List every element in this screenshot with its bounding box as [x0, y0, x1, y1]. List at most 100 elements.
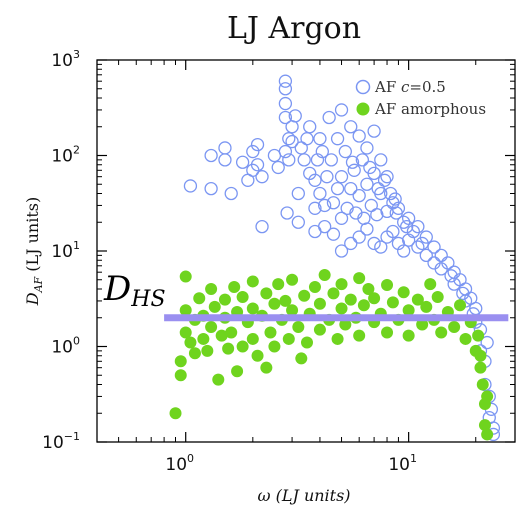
point-af-c05 — [278, 110, 293, 125]
point-af-c05 — [278, 144, 293, 159]
point-af-c05 — [317, 219, 332, 234]
y-tick-base: 10 — [51, 338, 73, 358]
point-af-c05 — [338, 144, 352, 159]
point-af-c05 — [282, 153, 296, 167]
legend-marker-af-amorphous — [356, 102, 370, 116]
point-af-c05 — [441, 256, 455, 270]
point-af-amorphous — [454, 299, 467, 312]
point-af-amorphous — [424, 278, 437, 291]
point-af-c05 — [447, 265, 461, 279]
y-axis-label: DAF (LJ units) — [23, 197, 45, 306]
minor-ticks — [97, 60, 515, 442]
x-tick-exp: 1 — [410, 452, 417, 465]
point-af-c05 — [427, 240, 441, 254]
point-af-c05 — [218, 153, 232, 167]
point-af-c05 — [397, 244, 411, 258]
point-af-c05 — [334, 244, 349, 258]
point-af-c05 — [374, 153, 388, 167]
y-tick-exp: 2 — [73, 144, 80, 157]
point-af-amorphous — [362, 283, 375, 296]
point-af-amorphous — [481, 428, 494, 441]
x-axis-label: ω (LJ units) — [257, 486, 350, 505]
point-af-amorphous — [292, 321, 305, 334]
point-af-amorphous — [313, 297, 326, 310]
point-af-amorphous — [481, 390, 494, 403]
point-af-c05 — [278, 96, 293, 111]
point-af-amorphous — [215, 329, 228, 342]
point-af-amorphous — [431, 290, 444, 303]
point-af-c05 — [334, 170, 349, 184]
point-af-c05 — [282, 132, 296, 146]
point-af-c05 — [250, 158, 265, 172]
y-axis-label-main: D — [23, 292, 42, 306]
point-af-c05 — [204, 148, 218, 163]
point-af-amorphous — [260, 287, 273, 300]
point-af-c05 — [352, 188, 366, 203]
point-af-amorphous — [169, 407, 182, 420]
point-af-c05 — [344, 181, 358, 196]
point-af-amorphous — [174, 369, 187, 382]
point-af-amorphous — [339, 318, 352, 331]
point-af-amorphous — [295, 352, 308, 365]
point-af-amorphous — [476, 378, 489, 391]
point-af-amorphous — [228, 280, 241, 293]
point-af-amorphous — [236, 340, 249, 353]
point-af-amorphous — [205, 321, 218, 334]
point-af-amorphous — [420, 300, 433, 313]
point-af-amorphous — [397, 286, 410, 299]
point-af-c05 — [278, 74, 293, 88]
point-af-c05 — [297, 153, 311, 167]
point-af-c05 — [347, 163, 361, 177]
x-tick-base: 10 — [165, 455, 187, 475]
point-af-amorphous — [402, 329, 415, 342]
y-tick-base: 10 — [42, 433, 64, 453]
point-af-c05 — [388, 192, 402, 206]
point-af-c05 — [334, 103, 349, 117]
point-af-amorphous — [246, 275, 259, 288]
legend-label-af-c05-var: c — [401, 78, 410, 96]
point-af-c05 — [419, 230, 433, 244]
chart-title: LJ Argon — [227, 11, 361, 46]
point-af-amorphous — [231, 365, 244, 378]
point-af-c05 — [360, 222, 374, 236]
point-af-c05 — [363, 160, 377, 175]
point-af-amorphous — [268, 340, 281, 353]
point-af-c05 — [367, 236, 381, 251]
point-af-c05 — [255, 219, 269, 234]
point-af-amorphous — [448, 321, 461, 334]
point-af-c05 — [355, 153, 370, 167]
series-af-amorphous — [169, 269, 494, 441]
major-ticks — [97, 59, 515, 443]
x-tick-label: 100 — [165, 452, 194, 475]
point-af-amorphous — [357, 299, 370, 312]
point-af-c05 — [308, 201, 322, 215]
point-af-amorphous — [402, 304, 415, 317]
point-af-amorphous — [260, 361, 273, 374]
y-tick-exp: 1 — [73, 239, 80, 252]
point-af-amorphous — [205, 283, 218, 296]
point-af-c05 — [320, 170, 334, 184]
point-af-c05 — [480, 335, 494, 350]
point-af-amorphous — [212, 373, 225, 386]
point-af-c05 — [345, 155, 360, 169]
point-af-amorphous — [218, 293, 231, 306]
point-af-c05 — [406, 224, 421, 239]
point-af-amorphous — [327, 287, 340, 300]
point-af-amorphous — [478, 419, 491, 432]
x-tick-label: 101 — [388, 452, 417, 475]
point-af-c05 — [415, 236, 429, 251]
point-af-amorphous — [286, 273, 299, 286]
point-af-amorphous — [188, 347, 201, 360]
legend-label-af-c05: AF c=0.5 — [374, 78, 446, 96]
point-af-c05 — [183, 179, 198, 193]
point-af-amorphous — [272, 278, 285, 291]
point-af-c05 — [344, 236, 358, 251]
point-af-amorphous — [179, 326, 192, 339]
point-af-amorphous — [474, 349, 487, 362]
point-af-amorphous — [286, 304, 299, 317]
point-af-c05 — [411, 219, 425, 234]
point-af-c05 — [267, 148, 282, 163]
point-af-c05 — [324, 153, 338, 167]
point-af-c05 — [360, 141, 374, 155]
